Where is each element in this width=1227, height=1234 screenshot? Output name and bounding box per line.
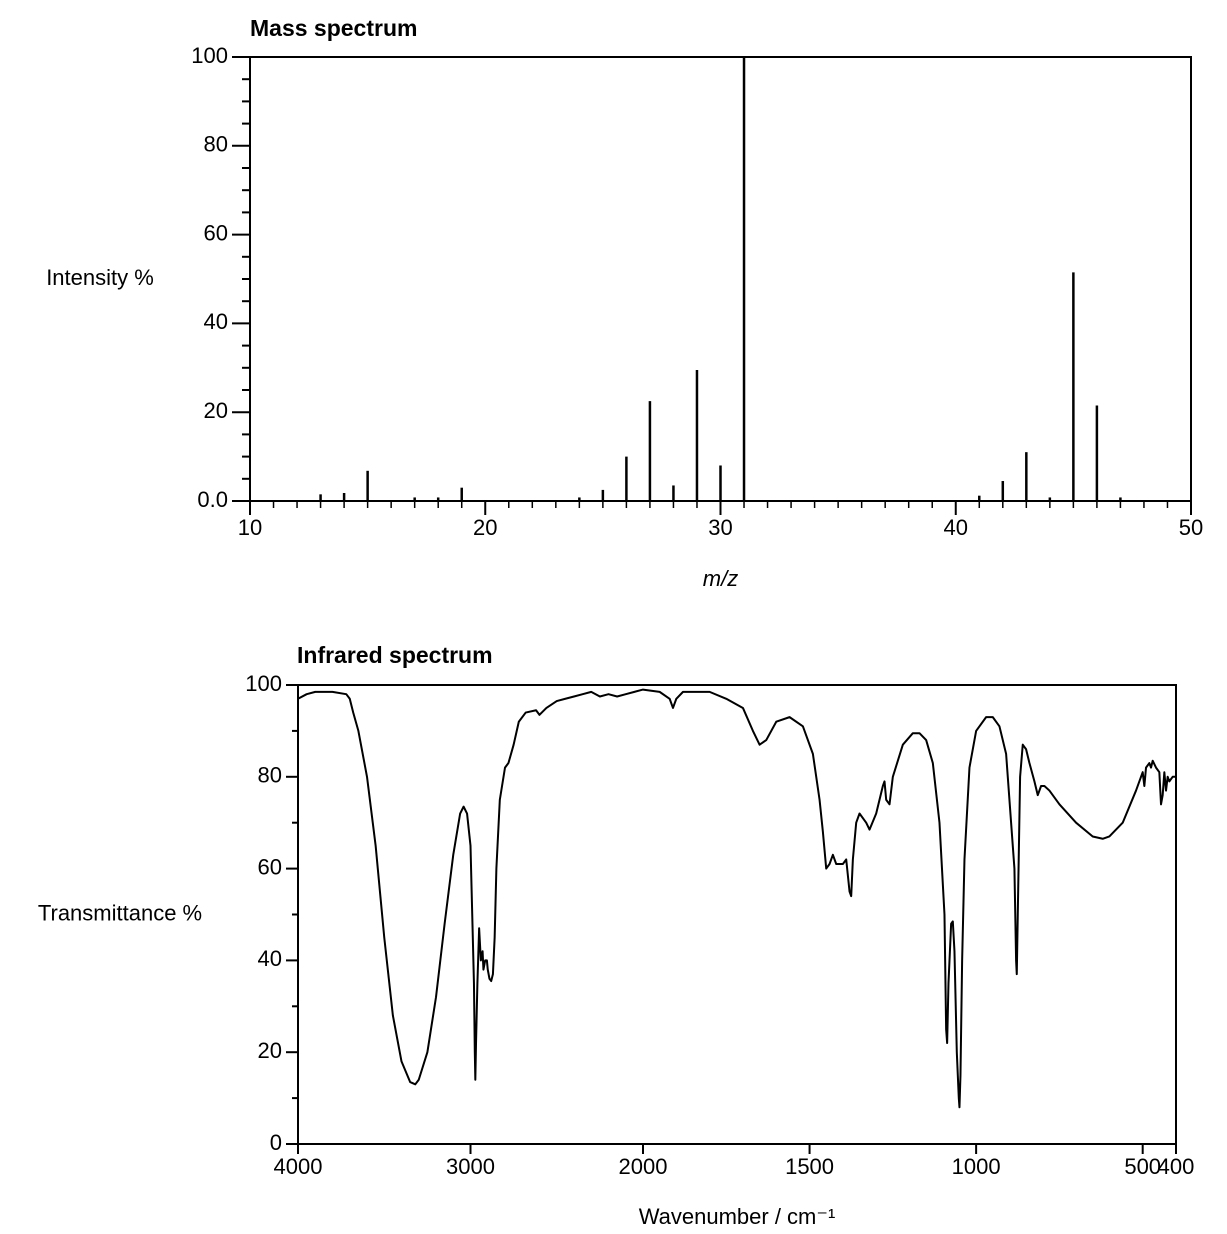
y-tick-label: 80 (204, 132, 228, 157)
x-tick-label: 20 (473, 515, 497, 540)
y-tick-label: 20 (258, 1038, 282, 1063)
y-tick-label: 100 (245, 671, 282, 696)
x-tick-label: 40 (944, 515, 968, 540)
y-tick-label: 20 (204, 398, 228, 423)
y-tick-label: 60 (258, 854, 282, 879)
y-tick-label: 80 (258, 763, 282, 788)
x-axis-label: Wavenumber / cm⁻¹ (639, 1204, 836, 1229)
y-tick-label: 40 (204, 309, 228, 334)
chart-title: Infrared spectrum (297, 642, 493, 668)
y-tick-label: 0 (270, 1130, 282, 1155)
plot-frame (249, 56, 1192, 502)
x-tick-label: 500 (1124, 1154, 1161, 1179)
x-tick-label: 1500 (785, 1154, 834, 1179)
x-tick-label: 30 (708, 515, 732, 540)
y-axis-label: Intensity % (46, 265, 154, 290)
spectrum-line (297, 688, 1176, 1109)
y-tick-label: 40 (258, 946, 282, 971)
y-tick-label: 100 (191, 43, 228, 68)
plot-frame (297, 684, 1177, 1145)
x-tick-label: 400 (1158, 1154, 1195, 1179)
x-tick-label: 50 (1179, 515, 1203, 540)
x-tick-label: 4000 (274, 1154, 323, 1179)
chart-title: Mass spectrum (250, 15, 417, 41)
y-axis-label: Transmittance % (38, 900, 202, 925)
x-tick-label: 1000 (952, 1154, 1001, 1179)
x-tick-label: 3000 (446, 1154, 495, 1179)
y-tick-label: 0.0 (197, 487, 228, 512)
x-tick-label: 10 (238, 515, 262, 540)
x-tick-label: 2000 (619, 1154, 668, 1179)
x-axis-label: m/z (703, 566, 738, 591)
y-tick-label: 60 (204, 220, 228, 245)
